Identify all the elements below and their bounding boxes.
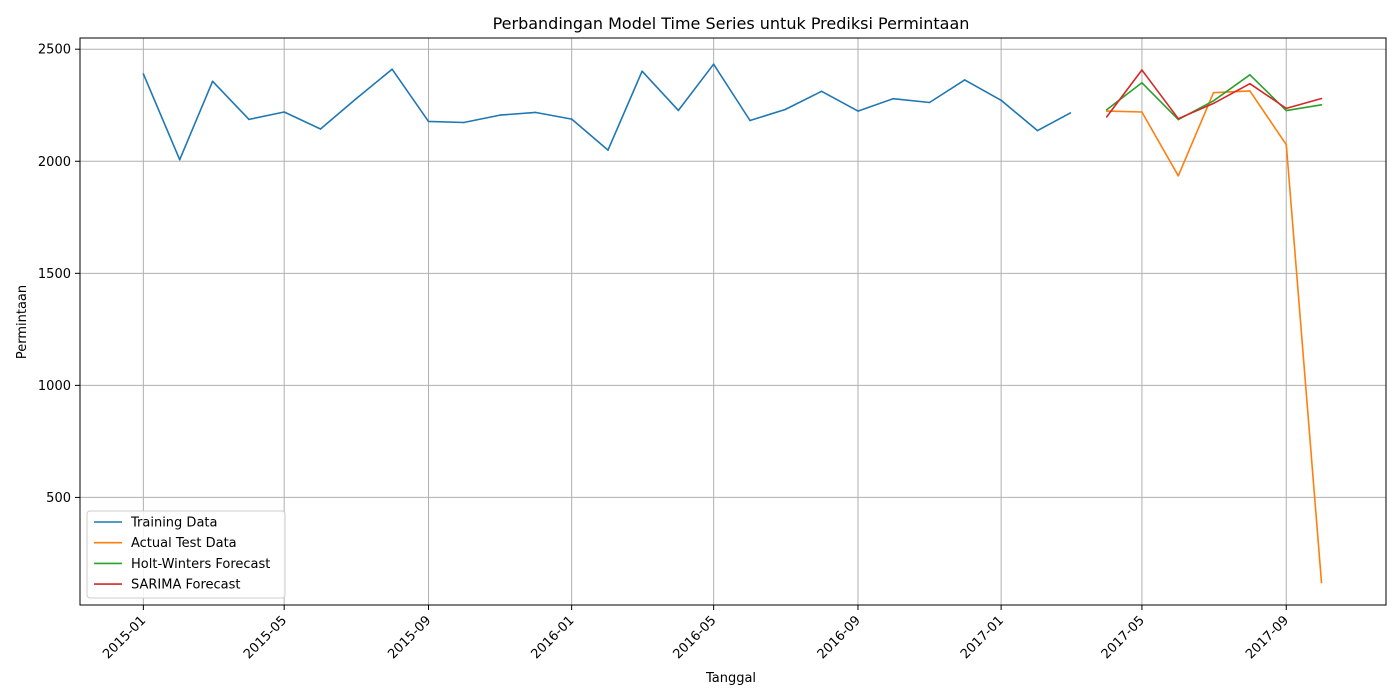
grid-lines (80, 38, 1386, 605)
data-point (142, 73, 145, 75)
y-tick-label: 1500 (38, 267, 71, 282)
data-point (391, 68, 393, 70)
data-point (784, 108, 786, 111)
data-point (641, 70, 643, 72)
data-point (427, 120, 430, 123)
data-point (892, 97, 894, 100)
y-tick-label: 2000 (38, 155, 71, 170)
data-point (1320, 581, 1323, 584)
x-axis-title: Tanggal (705, 671, 756, 686)
data-point (1285, 143, 1288, 146)
series-lines (142, 63, 1323, 584)
data-point (1285, 107, 1288, 110)
legend-box (86, 510, 286, 599)
data-point (1212, 102, 1215, 105)
plot-frame (79, 37, 1387, 606)
data-point (1285, 109, 1288, 112)
legend-label: Actual Test Data (131, 536, 237, 551)
legend-label: Training Data (130, 516, 217, 531)
data-point (570, 118, 573, 120)
data-point (1320, 104, 1323, 106)
data-point (928, 101, 931, 104)
data-point (319, 128, 322, 130)
data-point (1069, 112, 1072, 114)
data-point (534, 111, 537, 114)
data-point (1036, 129, 1039, 132)
data-point (1000, 99, 1002, 102)
legend-label: SARIMA Forecast (131, 578, 241, 593)
data-point (1177, 175, 1180, 177)
data-point (1105, 108, 1108, 111)
data-point (1249, 90, 1251, 92)
data-point (283, 111, 286, 113)
data-point (963, 79, 966, 81)
data-point (607, 149, 609, 151)
y-tick-label: 500 (46, 491, 71, 506)
data-point (1141, 82, 1143, 84)
data-point (211, 80, 214, 83)
data-point (1249, 74, 1251, 76)
data-point (677, 109, 680, 112)
data-point (462, 121, 465, 124)
data-point (1105, 116, 1108, 118)
data-point (355, 98, 357, 100)
chart-title: Perbandingan Model Time Series untuk Pre… (493, 14, 970, 33)
data-point (820, 90, 823, 93)
data-point (1141, 111, 1143, 113)
data-point (749, 119, 751, 122)
data-point (1249, 82, 1251, 85)
data-point (499, 114, 501, 116)
data-point (1141, 69, 1143, 71)
data-point (1177, 117, 1180, 120)
legend-label: Holt-Winters Forecast (131, 557, 270, 572)
data-point (1320, 97, 1323, 100)
y-tick-label: 2500 (38, 43, 71, 58)
data-point (857, 110, 859, 112)
data-point (1212, 91, 1215, 94)
y-tick-label: 1000 (38, 379, 71, 394)
y-axis-title: Permintaan (15, 285, 30, 359)
data-point (248, 118, 250, 121)
legend: Training Data Actual Test Data Holt-Winter… (86, 510, 286, 599)
data-point (1212, 100, 1215, 102)
data-point (178, 158, 181, 161)
data-point (1105, 110, 1108, 112)
data-point (712, 63, 715, 65)
